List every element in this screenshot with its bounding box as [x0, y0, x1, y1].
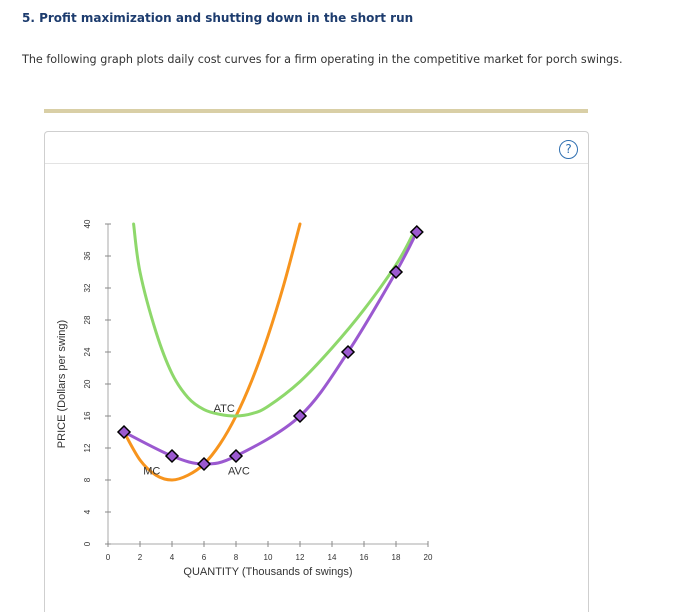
y-tick-label: 28	[83, 315, 92, 324]
graph-panel: ? 0 2 4 6 8 10 12 14 16 18 20 0 4 8 12 16 20 24 28 32 36 40 Q…	[44, 131, 589, 612]
atc-curve-label: ATC	[214, 403, 235, 415]
avc-point-marker	[164, 448, 180, 464]
atc-curve	[132, 222, 414, 418]
avc-point-marker	[292, 408, 308, 424]
question-intro: The following graph plots daily cost cur…	[22, 53, 623, 66]
help-icon[interactable]: ?	[559, 140, 578, 159]
divider	[44, 109, 588, 113]
x-axis-label: QUANTITY (Thousands of swings)	[183, 566, 352, 578]
x-tick-label: 6	[202, 553, 207, 562]
y-tick-label: 40	[83, 219, 92, 228]
y-tick-label: 20	[83, 379, 92, 388]
x-tick-label: 20	[424, 553, 433, 562]
panel-header-divider	[45, 163, 588, 164]
question-title: 5. Profit maximization and shutting down…	[22, 11, 414, 25]
x-tick-label: 12	[296, 553, 305, 562]
avc-point-marker	[228, 448, 244, 464]
x-tick-label: 10	[264, 553, 273, 562]
x-tick-label: 8	[234, 553, 239, 562]
avc-curve-label: AVC	[228, 465, 250, 477]
x-tick-label: 18	[392, 553, 401, 562]
x-tick-label: 2	[138, 553, 143, 562]
y-tick-label: 24	[83, 347, 92, 356]
y-tick-label: 32	[83, 283, 92, 292]
y-tick-label: 36	[83, 251, 92, 260]
avc-point-marker	[340, 344, 356, 360]
chart-markers	[116, 224, 424, 472]
y-tick-label: 0	[83, 541, 92, 546]
y-axis-label: PRICE (Dollars per swing)	[56, 320, 68, 448]
x-tick-label: 16	[360, 553, 369, 562]
x-tick-label: 14	[328, 553, 337, 562]
avc-curve	[122, 230, 419, 466]
x-tick-label: 0	[106, 553, 111, 562]
chart-curves	[122, 222, 419, 482]
x-tick-label: 4	[170, 553, 175, 562]
y-tick-label: 8	[83, 477, 92, 482]
avc-point-marker	[409, 224, 424, 240]
avc-point-marker	[196, 456, 212, 472]
chart-labels: QUANTITY (Thousands of swings) PRICE (Dol…	[56, 320, 353, 578]
y-tick-label: 16	[83, 411, 92, 420]
mc-curve	[122, 222, 302, 482]
y-tick-label: 12	[83, 443, 92, 452]
mc-curve-label: MC	[143, 465, 160, 477]
y-tick-label: 4	[83, 509, 92, 514]
avc-point-marker	[116, 424, 132, 440]
avc-point-marker	[388, 264, 404, 280]
